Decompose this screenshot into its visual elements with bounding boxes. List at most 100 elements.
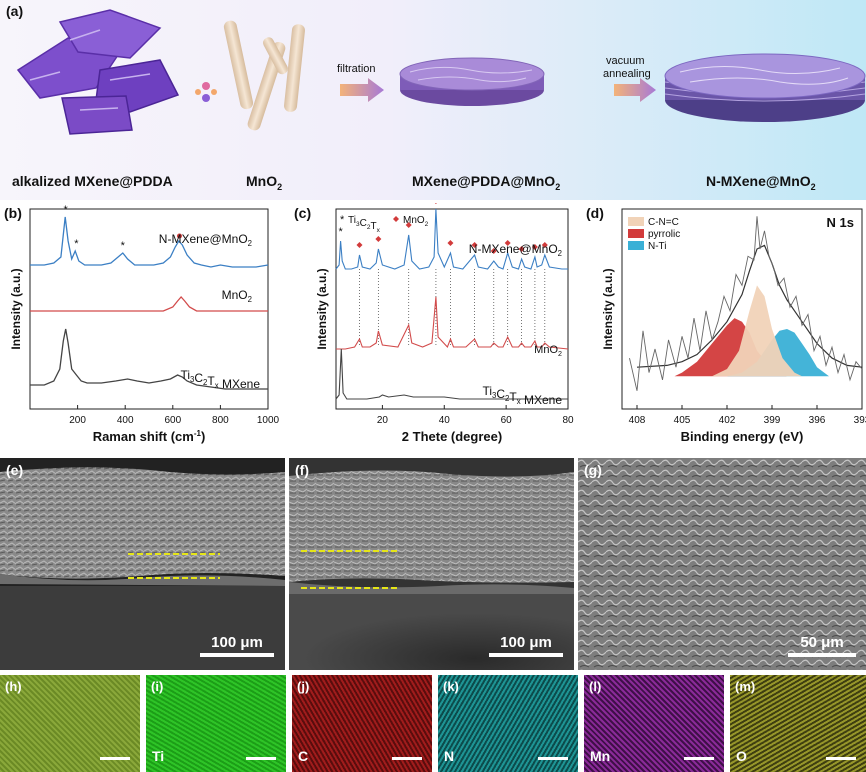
peak-star: * — [74, 238, 79, 250]
label-n-mxene-mno2: N-MXene@MnO2 — [706, 173, 816, 192]
peak-star: * — [64, 204, 69, 216]
mxene-pdda-mno2-disk — [399, 57, 545, 106]
map-texture-j — [292, 675, 432, 772]
legend-swatch — [628, 217, 644, 226]
sem-image-f — [289, 458, 574, 670]
mno2-marker — [375, 236, 382, 242]
panel-d-label: (d) — [586, 205, 604, 221]
x-tick-label: 405 — [674, 415, 691, 426]
panel-e-label: (e) — [6, 462, 24, 478]
map-texture-k — [438, 675, 578, 772]
eds-map-l: (l) Mn — [584, 675, 724, 772]
filtration-arrow — [340, 78, 384, 102]
map-texture-l — [584, 675, 724, 772]
mno2-marker — [518, 246, 525, 252]
panel-a-label: (a) — [6, 3, 23, 19]
annealing-arrow — [614, 78, 656, 102]
xps-chart: 408 405 402 399 396 393 Intensity (a.u.) Bindin… — [601, 208, 866, 444]
scale-bar-f: 100 μm — [489, 634, 563, 657]
x-axis-label: Raman shift (cm-1) — [93, 429, 206, 444]
plot-frame — [621, 208, 863, 410]
y-axis-label: Intensity (a.u.) — [9, 268, 23, 349]
sem-image-e — [0, 458, 285, 670]
mno2-marker — [504, 240, 511, 246]
series-line — [335, 348, 568, 400]
x-tick-label: 400 — [117, 415, 134, 426]
raw-spectrum — [629, 216, 863, 391]
mno2-marker — [541, 242, 548, 248]
sem-image-g — [578, 458, 866, 670]
panel-f-label: (f) — [295, 462, 309, 478]
scale-bar-i — [246, 757, 276, 760]
plus-icon — [195, 82, 217, 102]
series-label: Ti3C2Tx MXene — [482, 384, 562, 407]
step2-label-line1: vacuum — [606, 55, 645, 67]
legend-star-icon: * — [340, 214, 345, 226]
x-axis-label: Binding energy (eV) — [681, 429, 804, 444]
map-label-k: (k) — [443, 679, 459, 694]
sem-panel-f: (f) 100 μm — [289, 458, 574, 670]
x-tick-label: 1000 — [257, 415, 280, 426]
map-element-j: C — [298, 748, 309, 764]
step2-label-line2: annealing — [603, 68, 651, 80]
scale-bar-m — [826, 757, 856, 760]
map-texture-h — [0, 675, 140, 772]
series-line — [336, 296, 569, 350]
n-mxene-mno2-disk — [664, 53, 866, 122]
scale-bar-e: 100 μm — [200, 634, 274, 657]
xrd-chart: 20 40 60 80 Intensity (a.u.) 2 Thete (degree)… — [315, 198, 574, 444]
series-label: N-MXene@MnO2 — [159, 232, 252, 248]
scale-text-g: 50 μm — [800, 634, 844, 651]
panel-a-schematic: filtration vacuum annealing (a) alkalize… — [0, 0, 866, 200]
mno2-marker — [471, 242, 478, 248]
legend-swatch — [628, 241, 644, 250]
eds-map-m: (m) O — [730, 675, 866, 772]
mxene-star: * — [338, 226, 343, 238]
x-axis-label: 2 Thete (degree) — [402, 429, 502, 444]
panel-d: (d) 408 405 402 399 396 393 Intensity (a.u.) Bi… — [584, 203, 866, 455]
map-element-m: O — [736, 748, 747, 764]
x-tick-label: 40 — [439, 415, 451, 426]
legend-label: MnO2 — [403, 215, 429, 228]
x-tick-label: 393 — [854, 415, 866, 426]
sem-panel-g: (g) 50 μm — [578, 458, 866, 670]
mno2-marker — [356, 242, 363, 248]
mno2-rods-illustration — [223, 20, 305, 131]
sem-panel-e: (e) 100 μm — [0, 458, 285, 670]
scale-bar-g: 50 μm — [788, 634, 856, 657]
raman-chart: 200 400 600 800 1000 Intensity (a.u.) Raman sh… — [9, 204, 280, 444]
x-tick-label: 80 — [562, 415, 574, 426]
eds-map-i: (i) Ti — [146, 675, 286, 772]
panel-c-label: (c) — [294, 205, 312, 221]
mxene-sheets-illustration — [16, 9, 180, 135]
x-tick-label: 800 — [212, 415, 229, 426]
scale-text-f: 100 μm — [500, 634, 552, 651]
panel-c: (c) 20 40 60 80 Intensity (a.u.) 2 Thete (deg… — [292, 198, 582, 455]
legend-swatch — [628, 229, 644, 238]
step1-label: filtration — [337, 63, 376, 75]
plot-frame — [335, 208, 569, 410]
x-tick-label: 396 — [809, 415, 826, 426]
scale-bar-j — [392, 757, 422, 760]
label-alkalized-mxene: alkalized MXene@PDDA — [12, 173, 173, 189]
legend-label: Ti3C2Tx — [348, 215, 381, 234]
x-tick-label: 399 — [764, 415, 781, 426]
map-element-i: Ti — [152, 748, 165, 764]
panel-b: (b) 200 400 600 800 1000 Intensity (a.u.) Rama… — [0, 203, 290, 455]
series-label: MnO2 — [534, 344, 562, 358]
series-line — [30, 328, 268, 390]
x-tick-label: 200 — [69, 415, 86, 426]
map-texture-i — [146, 675, 286, 772]
scale-bar-k — [538, 757, 568, 760]
map-label-m: (m) — [735, 679, 756, 694]
map-label-j: (j) — [297, 679, 310, 694]
eds-map-k: (k) N — [438, 675, 578, 772]
legend-label: pyrrolic — [648, 229, 680, 240]
map-element-l: Mn — [590, 748, 611, 764]
y-axis-label: Intensity (a.u.) — [601, 268, 615, 349]
map-label-l: (l) — [589, 679, 602, 694]
mno2-marker — [447, 240, 454, 246]
x-tick-label: 20 — [377, 415, 389, 426]
legend-label: N-Ti — [648, 241, 667, 252]
component-peak — [712, 285, 802, 377]
